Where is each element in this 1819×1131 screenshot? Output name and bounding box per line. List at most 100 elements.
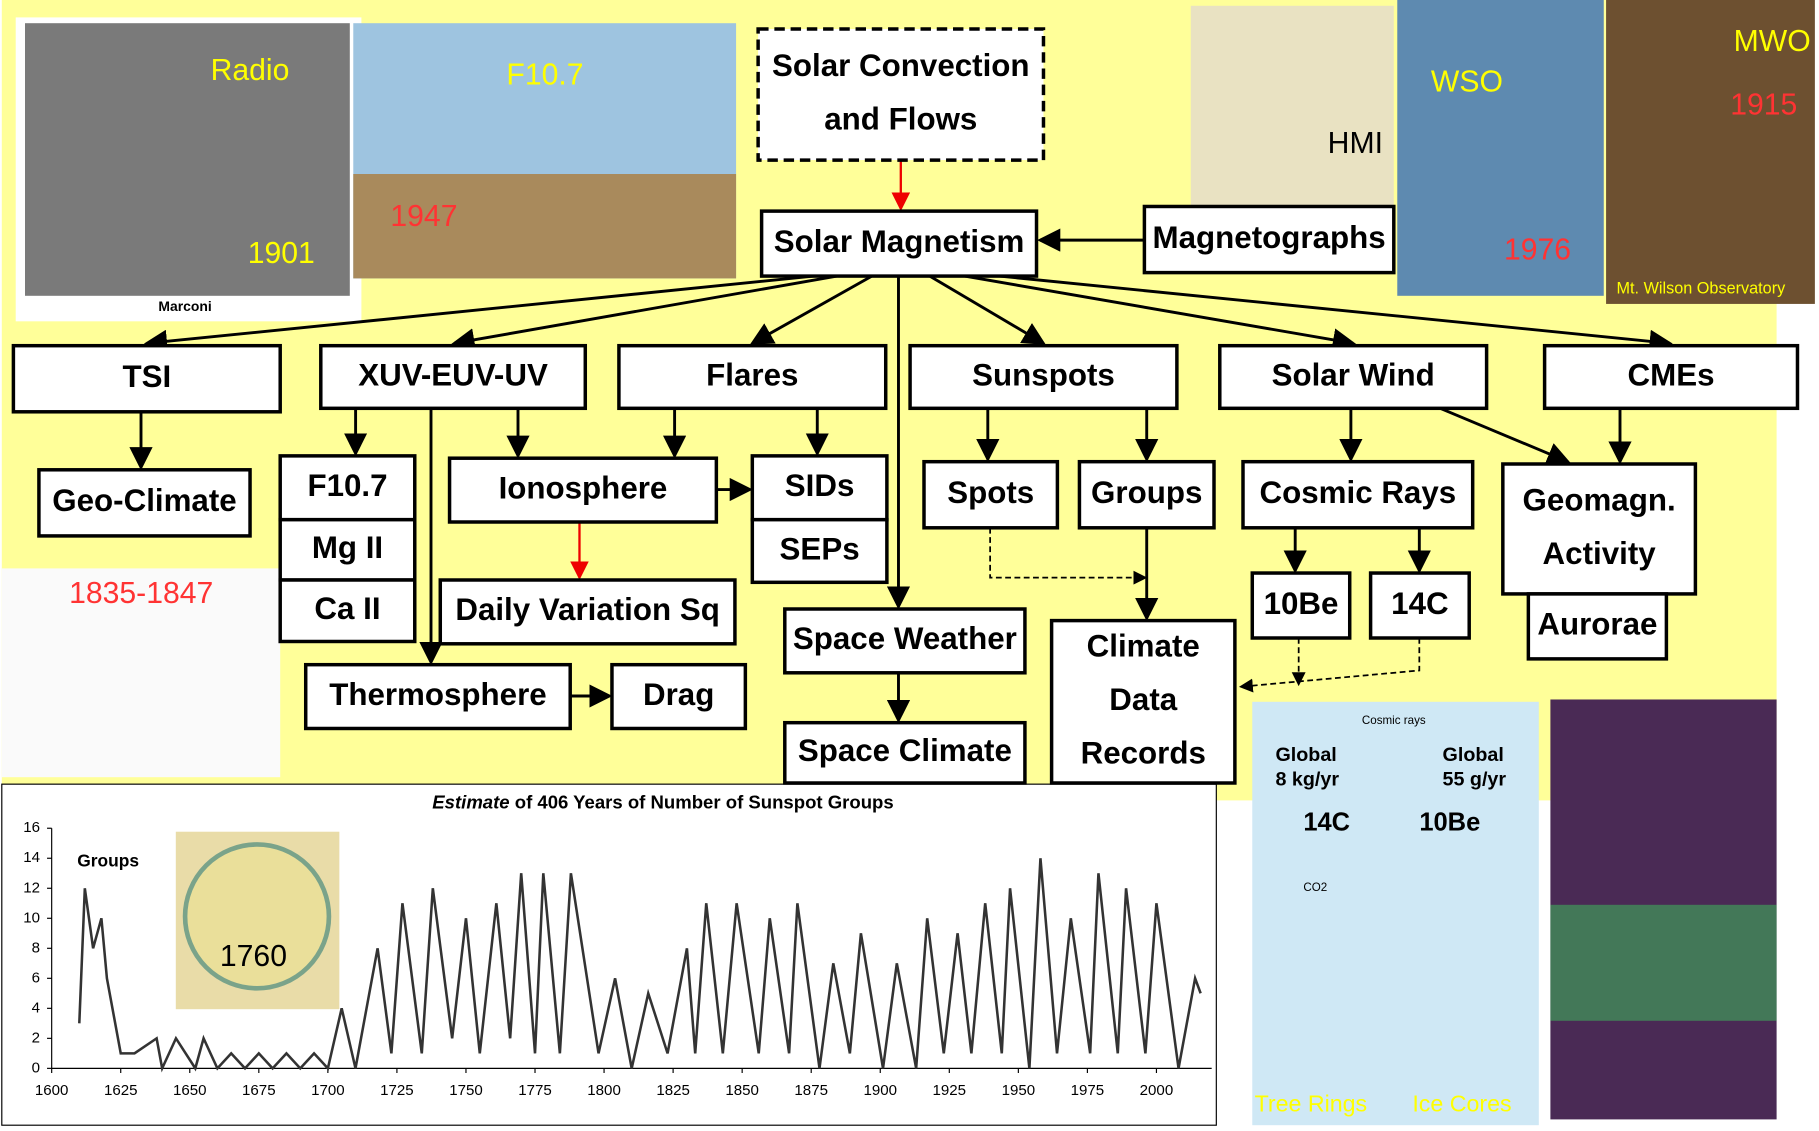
node: Sunspots [908,343,1179,411]
node-label: SIDs [785,468,855,503]
x-tick-label: 1800 [587,1082,621,1099]
y-tick-label: 6 [32,969,40,986]
node-label: Spots [947,475,1034,510]
aurora-glow [1550,904,1777,1021]
y-label: Groups [77,850,139,870]
node: F10.7 [278,454,417,522]
node: Drag [610,662,748,731]
x-tick-label: 1975 [1071,1082,1105,1099]
node-box [756,27,1046,162]
node-label: Space Weather [793,621,1017,656]
node: Ionosphere [447,456,719,524]
dashed-arrow [989,527,1148,585]
node: Daily Variation Sq [438,578,737,646]
node-label: Daily Variation Sq [455,592,720,627]
y-tick-label: 10 [23,909,40,926]
inset-label: 1760 [220,940,287,973]
node-label: Solar Wind [1272,357,1435,392]
photo-label: 1976 [1504,234,1571,267]
arrow [143,274,814,353]
arrow [749,274,873,345]
photo-label: 8 kg/yr [1275,768,1339,790]
node-box [908,343,1179,411]
node-label: Ionosphere [499,470,668,505]
node-label: Climate [1087,629,1200,664]
node-box [922,459,1060,530]
node-box [1250,571,1352,640]
x-tick-label: 1850 [725,1082,759,1099]
node-box [1241,459,1475,530]
mwo-photo [1606,0,1815,304]
x-tick-label: 1775 [518,1082,552,1099]
node-box [1049,618,1237,785]
node-label: TSI [122,359,171,394]
node-box [278,578,417,644]
node: Climate Data Records [1049,618,1237,785]
node-box [319,343,588,411]
node-box [759,209,1039,278]
node: TSI [11,343,282,414]
node-label: XUV-EUV-UV [358,357,548,392]
node-label: Space Climate [798,733,1012,768]
node-box [1368,571,1471,640]
dashed-arrow [1238,638,1421,693]
arrow [451,274,838,352]
ground [353,174,737,279]
node-label: Ca II [314,591,380,626]
node: Flares [617,343,888,411]
node: CMEs [1542,343,1800,411]
y-tick-label: 14 [23,849,40,866]
x-tick-label: 1625 [104,1082,138,1099]
node-box [1542,343,1800,411]
y-tick-label: 2 [32,1029,40,1046]
x-tick-label: 1900 [863,1082,897,1099]
photo-label: Mt. Wilson Observatory [1617,279,1787,297]
x-tick-label: 1950 [1002,1082,1036,1099]
node-box [438,578,737,646]
arrow [1439,406,1571,465]
node-label: Magnetographs [1153,220,1386,255]
node: SEPs [750,517,889,585]
node: Space Weather [783,607,1027,675]
node-label: Data [1109,682,1177,717]
node: Solar Magnetism [759,209,1039,278]
photo-label: Marconi [158,298,211,314]
x-tick-label: 1600 [35,1082,69,1099]
node-label: Records [1081,735,1206,770]
photo-label: Cosmic rays [1362,714,1426,727]
node: Geo-Climate [37,468,252,538]
node-label: CMEs [1628,357,1715,392]
x-tick-label: 1825 [656,1082,690,1099]
x-tick-label: 1875 [794,1082,828,1099]
node-label: Solar Convection [772,48,1030,83]
node: Aurorae [1526,592,1669,661]
node: 14C [1368,571,1471,640]
photo-label: F10.7 [506,59,583,92]
node-label: Mg II [312,530,383,565]
node-label: Geo-Climate [52,483,236,518]
node-box [11,343,282,414]
arrow [929,274,1046,345]
y-tick-label: 8 [32,939,40,956]
title: of 406 Years of Number of Sunspot Groups [510,792,894,813]
photo-label: 55 g/yr [1443,768,1507,790]
node-label: Flares [706,357,798,392]
node-box [617,343,888,411]
node-label: 14C [1391,586,1448,621]
photo-label: MWO [1734,25,1811,58]
node-label: F10.7 [307,468,387,503]
node: Solar Wind [1218,343,1489,411]
node: Ca II [278,578,417,644]
photo-label: HMI [1328,127,1383,160]
photo-label: WSO [1431,65,1503,98]
node-box [783,607,1027,675]
node: Mg II [278,517,417,582]
title-emphasis: Estimate [432,792,509,813]
node: 10Be [1250,571,1352,640]
chart-title: Estimate of 406 Years of Number of Sunsp… [432,792,893,813]
node: Geomagn. Activity [1501,462,1698,596]
sunspot-line [78,858,1202,1073]
y-tick-label: 12 [23,879,40,896]
arrow [964,274,1357,352]
